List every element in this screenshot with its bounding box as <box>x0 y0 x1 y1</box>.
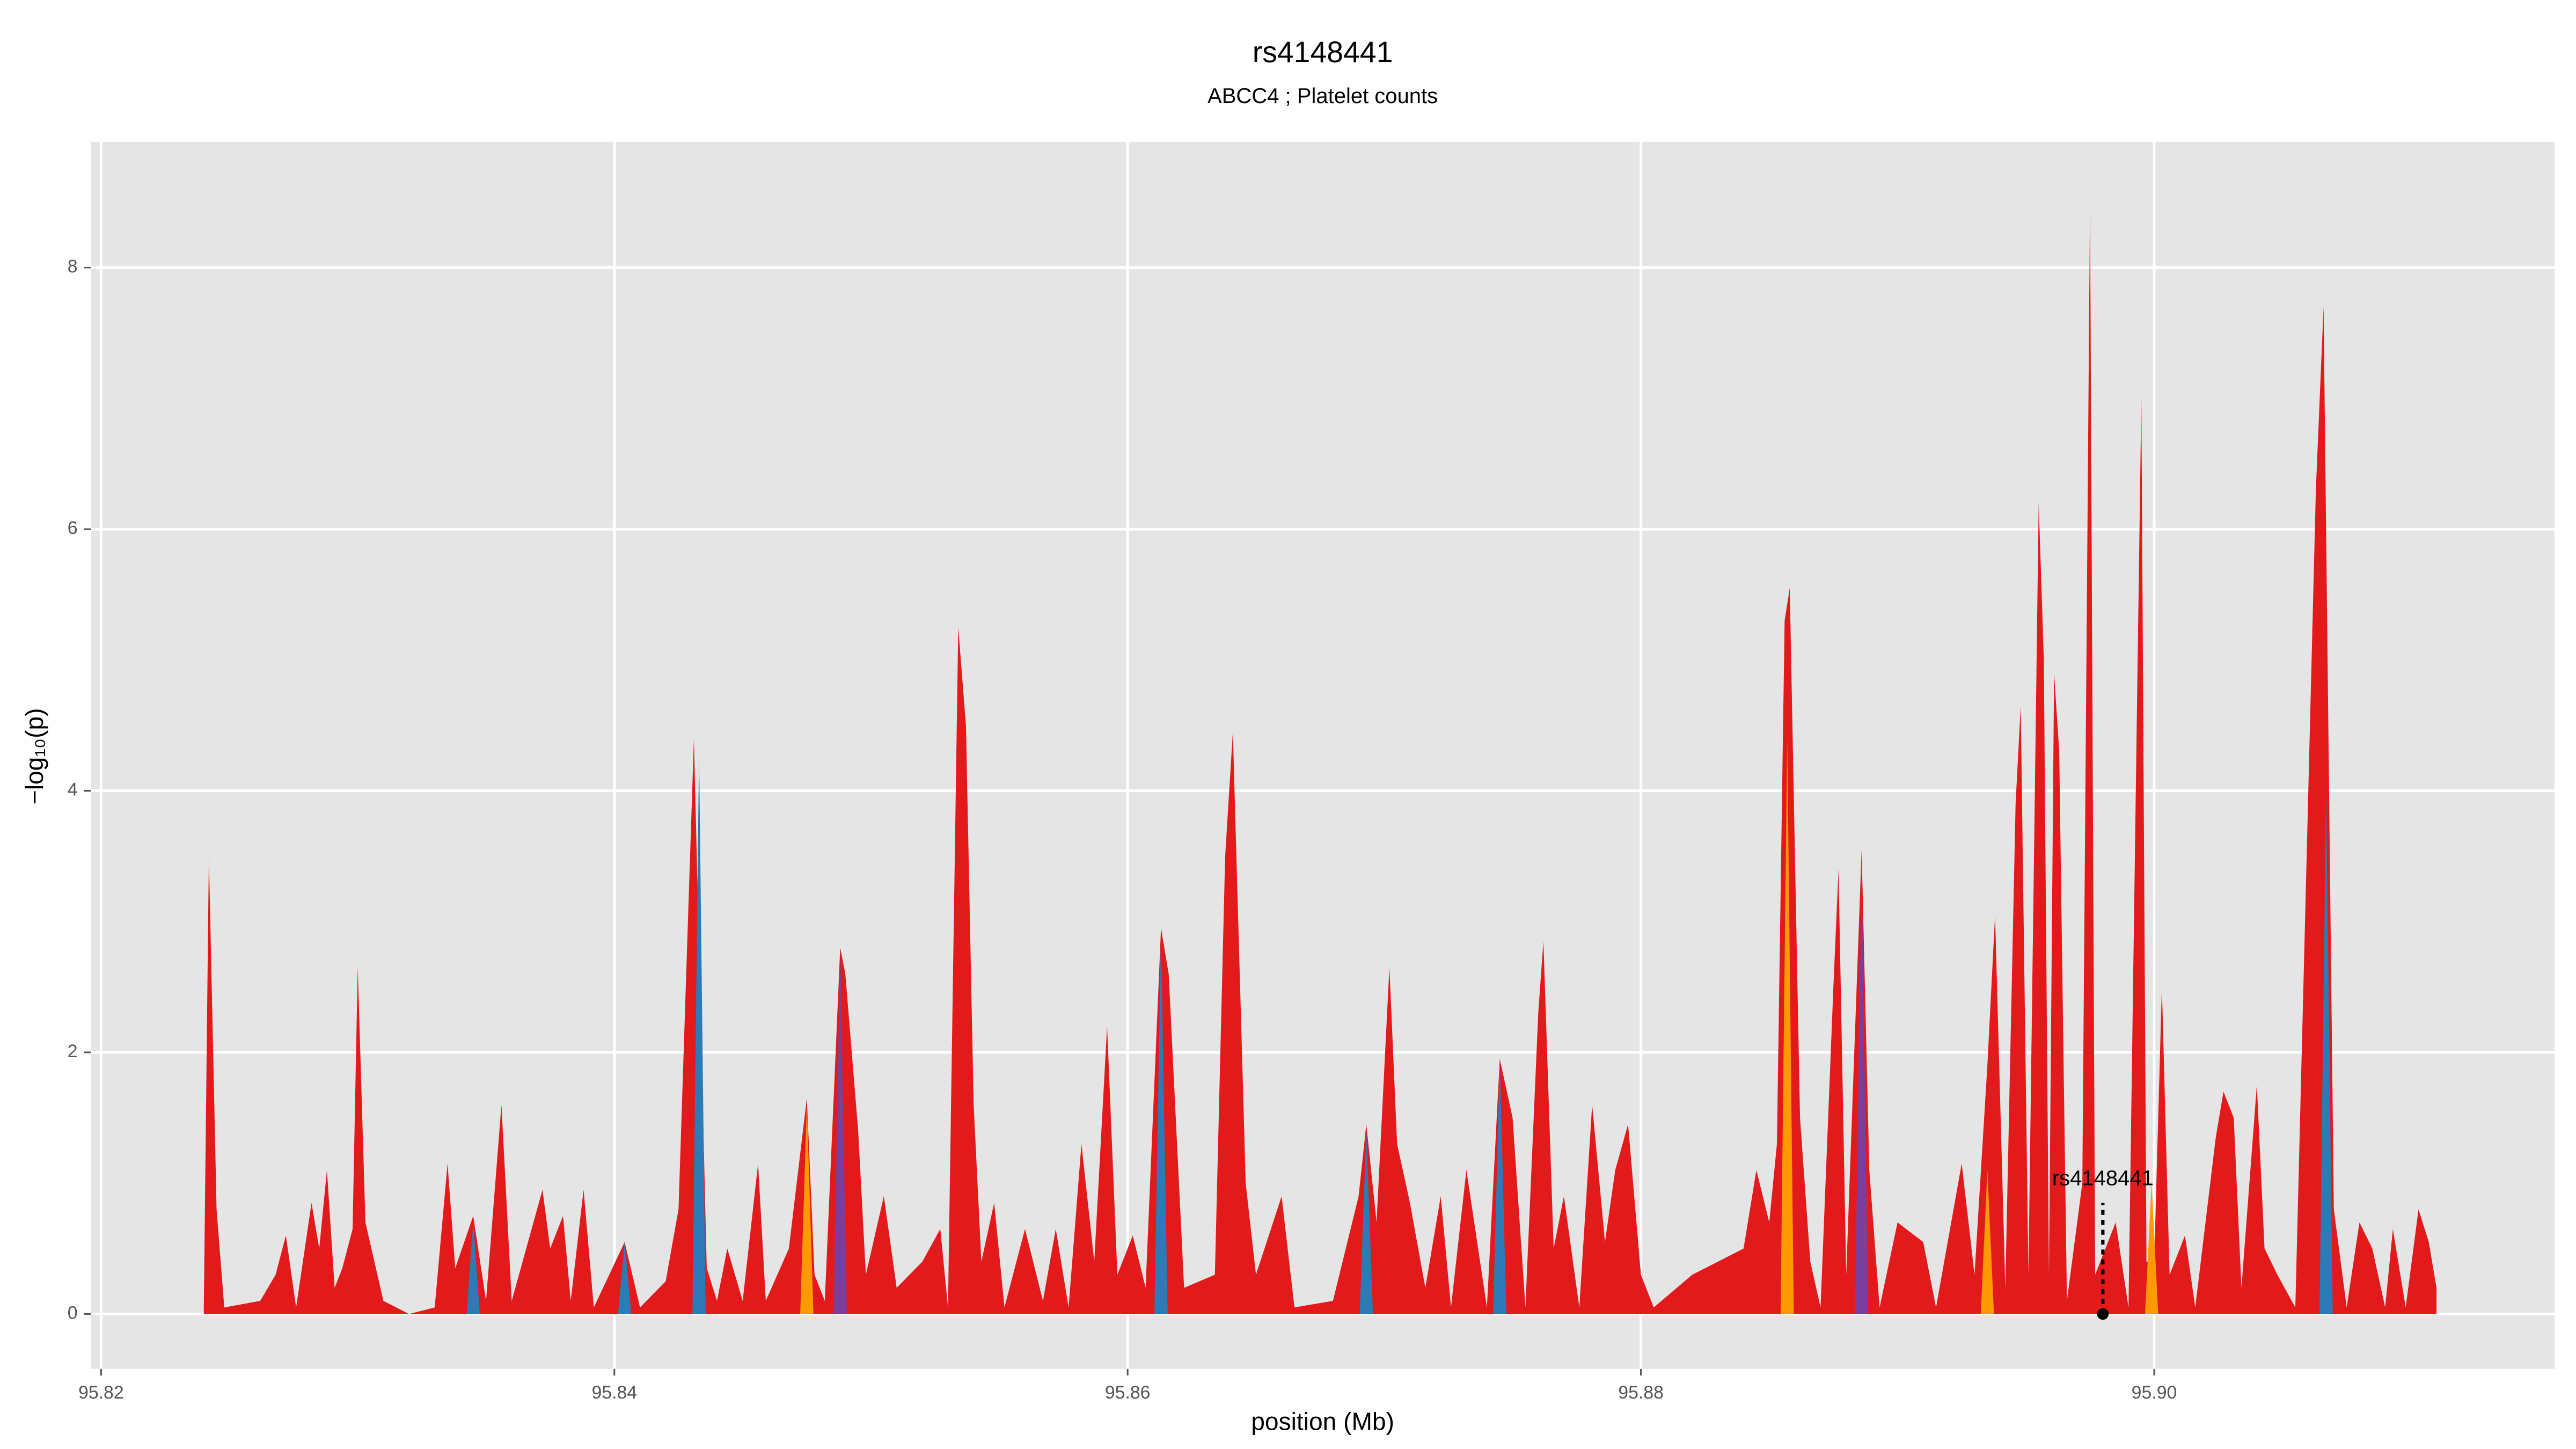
spike <box>692 751 706 1314</box>
y-tick-label: 6 <box>68 518 78 538</box>
spike <box>1780 738 1794 1314</box>
x-tick-label: 95.86 <box>1105 1382 1151 1403</box>
chart-title: rs4148441 <box>1253 35 1393 69</box>
x-tick-label: 95.84 <box>591 1382 637 1403</box>
y-axis-label: −log₁₀(p) <box>20 708 48 804</box>
area <box>203 202 2437 1314</box>
spike <box>1493 1059 1506 1314</box>
annotation-point <box>2097 1308 2109 1320</box>
chart-subtitle: ABCC4 ; Platelet counts <box>1208 84 1438 108</box>
spike <box>833 947 847 1314</box>
spike <box>1359 1131 1373 1314</box>
y-tick-label: 8 <box>68 257 78 277</box>
y-tick-label: 4 <box>68 779 78 800</box>
x-tick-label: 95.90 <box>2132 1382 2177 1403</box>
spike <box>1980 1170 1994 1314</box>
spike <box>466 1222 480 1314</box>
plot-panel <box>91 142 2555 1369</box>
spike <box>2319 791 2333 1314</box>
x-tick-label: 95.82 <box>78 1382 124 1403</box>
x-axis-label: position (Mb) <box>1251 1407 1394 1435</box>
annotation-label: rs4148441 <box>2052 1167 2154 1190</box>
x-tick-label: 95.88 <box>1618 1382 1664 1403</box>
spike <box>1154 934 1168 1314</box>
y-tick-label: 2 <box>68 1041 78 1062</box>
spike <box>1855 869 1869 1314</box>
spike <box>800 1104 814 1314</box>
spike <box>618 1242 632 1314</box>
y-tick-label: 0 <box>68 1302 78 1323</box>
spike <box>2145 1183 2158 1314</box>
